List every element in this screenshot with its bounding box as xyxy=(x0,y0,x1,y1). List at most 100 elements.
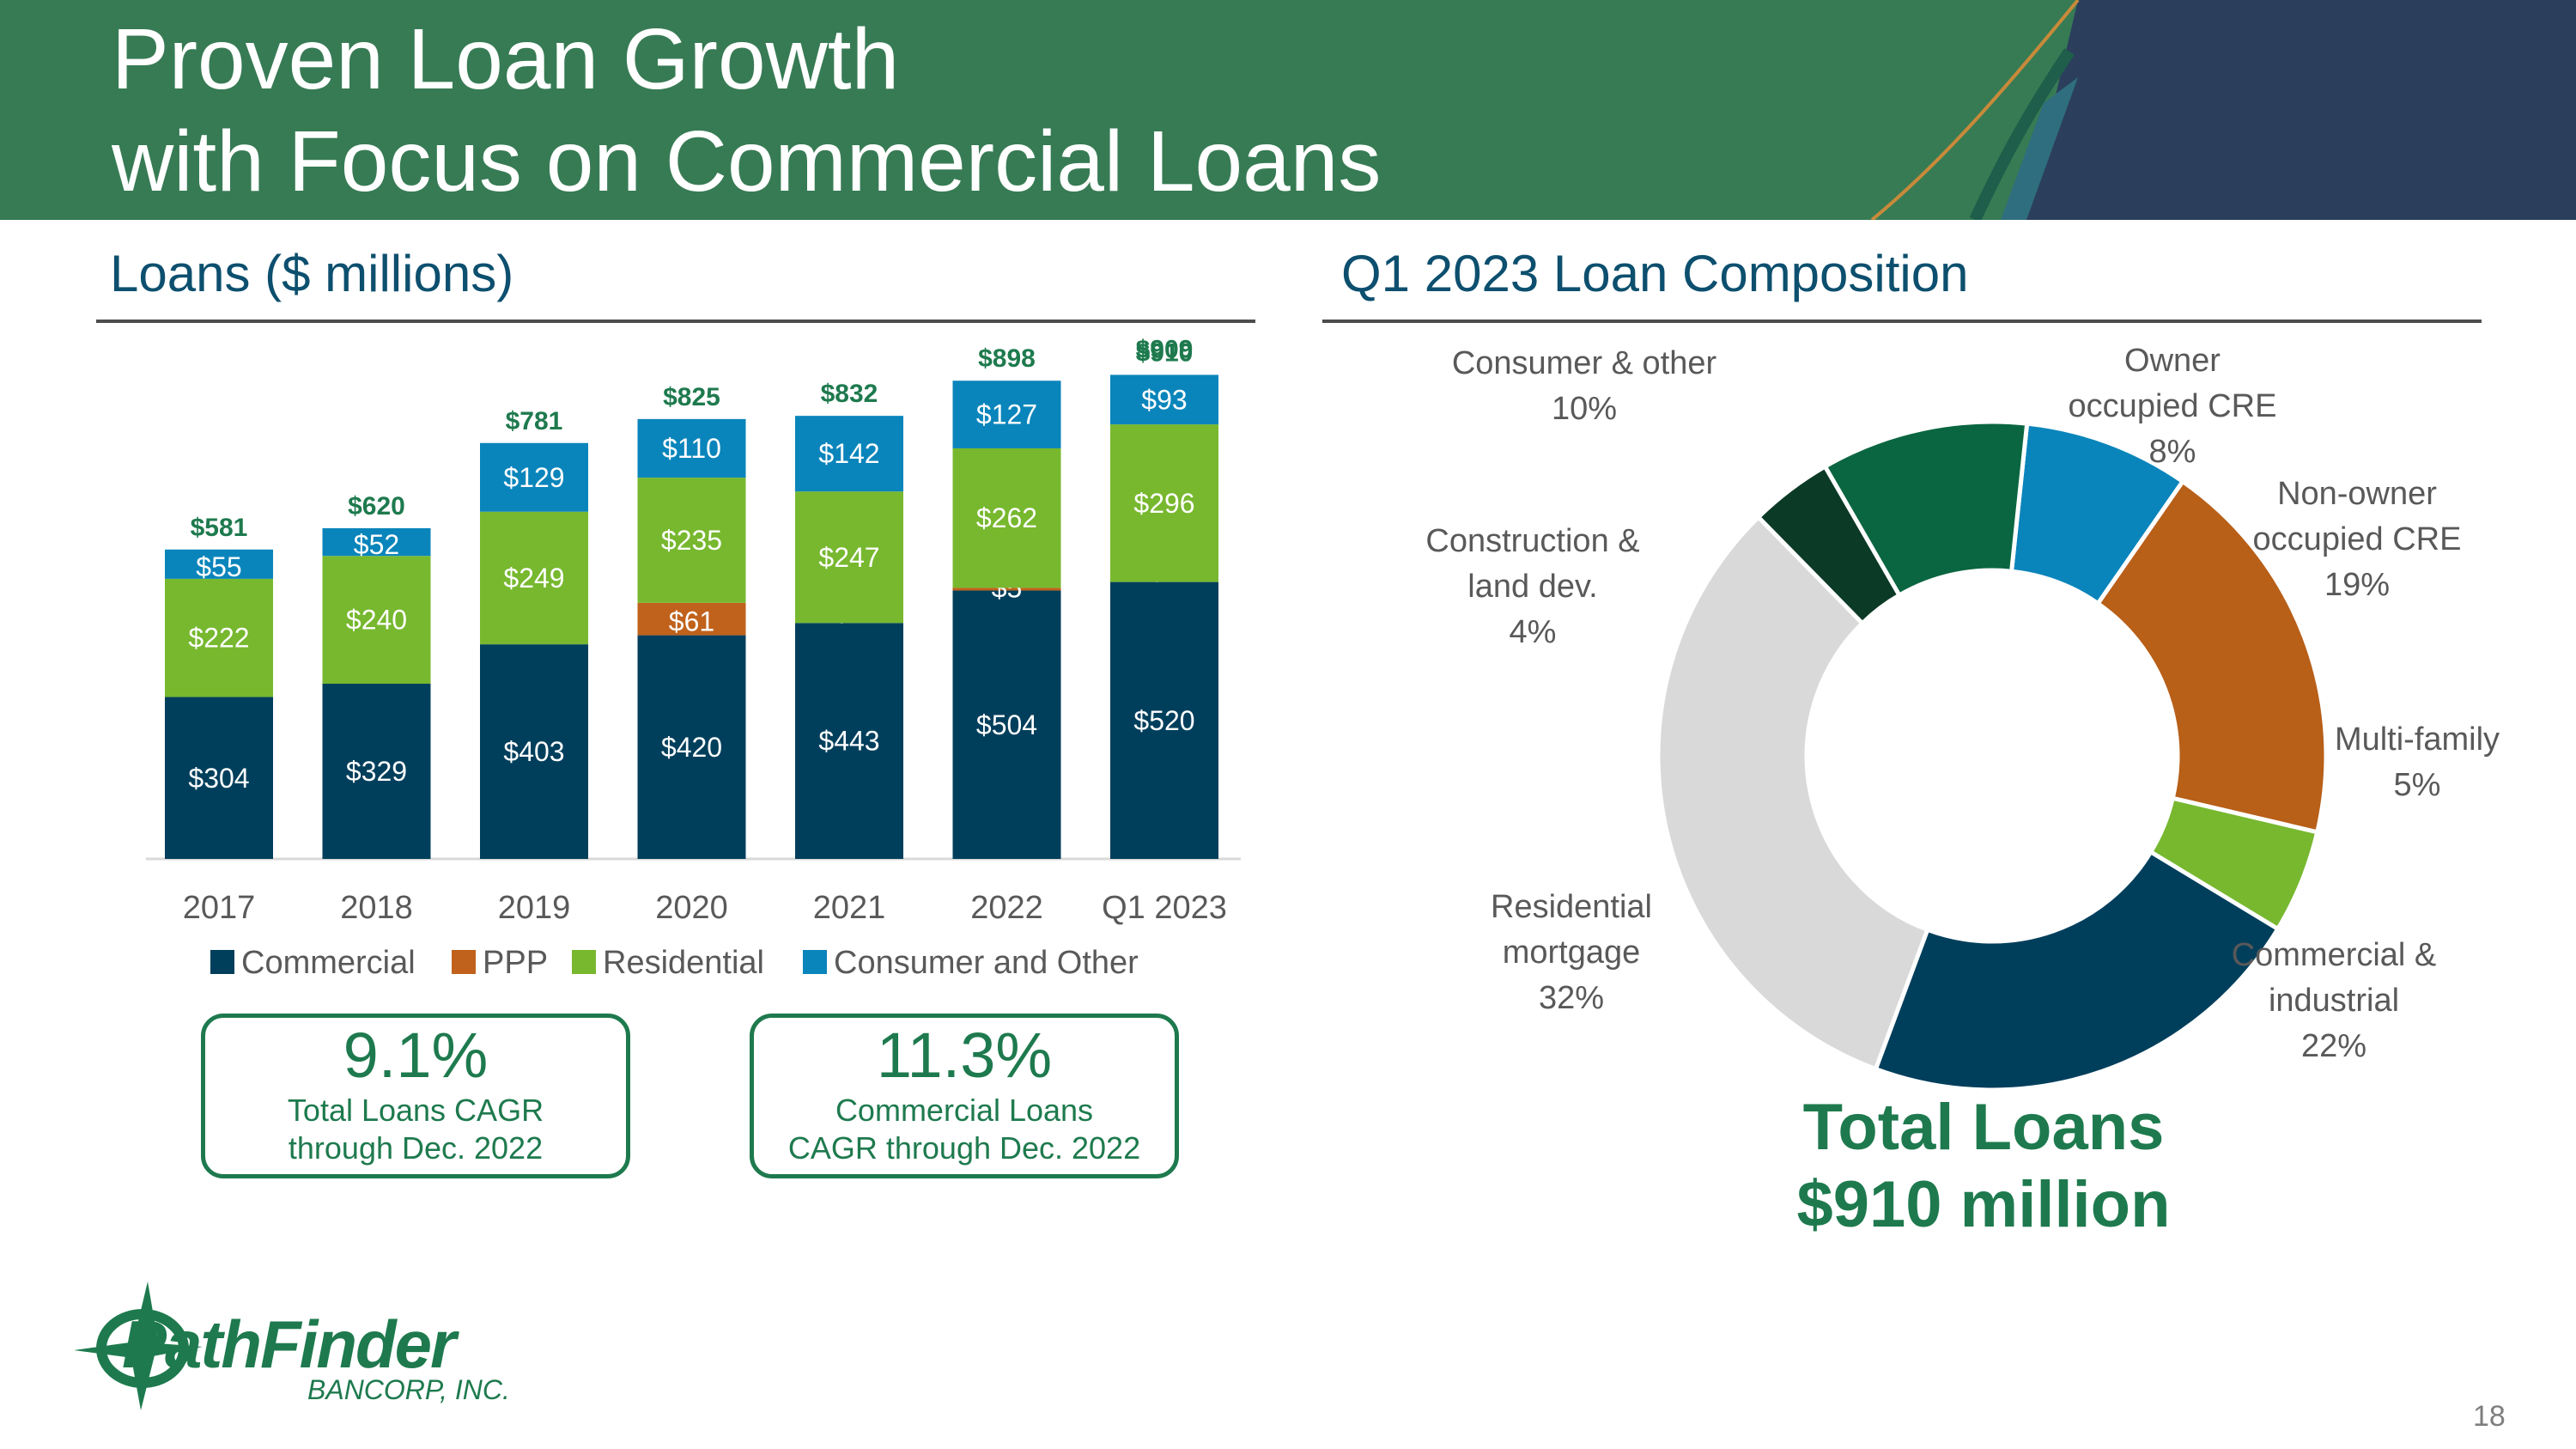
data-label: $420 xyxy=(661,732,722,763)
page-number: 18 xyxy=(2473,1400,2506,1433)
data-label: $504 xyxy=(976,709,1037,740)
bar-segment-residential xyxy=(322,556,431,685)
legend-label: Consumer and Other xyxy=(834,945,1139,981)
data-label: $93 xyxy=(1141,384,1187,415)
data-label: $222 xyxy=(188,623,249,654)
title-line-1: Proven Loan Growth xyxy=(112,11,900,107)
logo-subtitle: BANCORP, INC. xyxy=(307,1374,510,1405)
x-tick-label: 2020 xyxy=(655,890,728,926)
bar-segment-consumer-and-other xyxy=(637,418,746,478)
data-label: $52 xyxy=(354,529,399,560)
total-loans-value: $910 million xyxy=(1796,1168,2171,1241)
donut-slice-label: 4% xyxy=(1510,614,1557,650)
donut-slice-label: land dev. xyxy=(1467,569,1597,605)
x-tick-label: 2019 xyxy=(498,890,571,926)
x-tick-label: 2021 xyxy=(813,890,886,926)
donut-slice-label: 32% xyxy=(1539,980,1604,1016)
total-label: $825 xyxy=(663,383,720,411)
donut-slice-label: Multi-family xyxy=(2335,721,2500,758)
legend-swatch xyxy=(452,950,476,974)
header-decoration xyxy=(1870,0,2576,220)
x-tick-label: 2022 xyxy=(970,890,1043,926)
data-label: $55 xyxy=(196,551,241,582)
data-label: $249 xyxy=(503,563,564,594)
data-label: $240 xyxy=(346,605,407,636)
donut-slice-label: Non-owner xyxy=(2277,476,2437,512)
x-tick-label: Q1 2023 xyxy=(1102,890,1227,926)
kpi-line-2: through Dec. 2022 xyxy=(288,1130,544,1166)
donut-slice-label: Owner xyxy=(2124,343,2221,379)
kpi-line-1: Commercial Loans xyxy=(835,1093,1094,1128)
total-label-overlap: $909 xyxy=(1136,335,1194,363)
x-tick-label: 2017 xyxy=(183,890,256,926)
data-label: $110 xyxy=(662,433,721,464)
legend-swatch xyxy=(572,950,596,974)
data-label: $296 xyxy=(1133,488,1194,519)
donut-slice-label: Consumer & other xyxy=(1452,345,1717,381)
logo-name: PathFinder xyxy=(122,1306,456,1382)
bar-segment-residential xyxy=(1110,424,1218,582)
donut-slice-label: Residential xyxy=(1491,889,1652,925)
bar-segment-consumer-and-other xyxy=(795,416,903,492)
donut-slice-label: 8% xyxy=(2149,434,2196,470)
bar-chart-title: Loans ($ millions) xyxy=(110,245,514,302)
data-label: $304 xyxy=(188,763,249,794)
data-label: $262 xyxy=(976,502,1037,533)
legend-label: PPP xyxy=(483,945,548,981)
bar-segment-residential xyxy=(952,447,1061,588)
page-title: Proven Loan Growth with Focus on Commerc… xyxy=(112,9,1381,213)
bar-segment-ppp xyxy=(952,588,1061,591)
total-label: $620 xyxy=(348,492,405,521)
bar-segment-residential xyxy=(165,578,273,697)
kpi-commercial-loans-cagr: 11.3% Commercial Loans CAGR through Dec.… xyxy=(750,1014,1179,1178)
bar-segment-commercial xyxy=(952,590,1061,859)
donut-slice-residential-mortgage xyxy=(1656,514,1930,1072)
kpi-value: 11.3% xyxy=(876,1020,1053,1091)
donut-slice-label: industrial xyxy=(2269,983,2399,1019)
data-label: $142 xyxy=(818,438,879,469)
donut-slice-label: Construction & xyxy=(1425,523,1639,559)
data-label: $520 xyxy=(1133,705,1194,736)
donut-slice-label: 22% xyxy=(2301,1028,2366,1064)
legend-label: Residential xyxy=(603,945,764,981)
donut-slice-label: occupied CRE xyxy=(2069,388,2277,424)
total-label: $781 xyxy=(506,407,563,435)
bar-segment-consumer-and-other xyxy=(165,549,273,579)
bar-segment-residential xyxy=(480,511,588,645)
data-label: $129 xyxy=(503,462,564,493)
bar-segment-residential xyxy=(795,491,903,624)
legend-swatch xyxy=(210,950,234,974)
donut-slice-label: occupied CRE xyxy=(2253,521,2462,557)
total-loans-callout: Total Loans $910 million xyxy=(1769,1089,2198,1244)
kpi-value: 9.1% xyxy=(343,1020,489,1091)
bar-segment-commercial xyxy=(1110,581,1218,859)
bar-segment-consumer-and-other xyxy=(1110,374,1218,425)
donut-slice-label: 10% xyxy=(1552,391,1617,427)
bar-segment-ppp xyxy=(637,602,746,636)
data-label: $61 xyxy=(669,606,714,637)
legend-swatch xyxy=(803,950,827,974)
bar-segment-commercial xyxy=(165,697,273,859)
bar-segment-consumer-and-other xyxy=(322,527,431,557)
bar-segment-commercial xyxy=(795,623,903,859)
title-line-2: with Focus on Commercial Loans xyxy=(112,113,1382,210)
data-label: $403 xyxy=(503,736,564,767)
data-label: $235 xyxy=(661,525,722,556)
donut-slice-label: 5% xyxy=(2394,767,2441,803)
total-label: $898 xyxy=(978,344,1036,373)
header-banner: Proven Loan Growth with Focus on Commerc… xyxy=(0,0,2576,220)
bar-segment-commercial xyxy=(322,684,431,859)
kpi-line-2: CAGR through Dec. 2022 xyxy=(787,1130,1141,1166)
compass-logo-icon xyxy=(74,1282,203,1410)
donut-slice-consumer-other xyxy=(1822,419,2030,599)
bar-chart-rule xyxy=(96,320,1255,323)
bar-segment-commercial xyxy=(637,635,746,859)
total-loans-label: Total Loans xyxy=(1802,1091,2165,1164)
kpi-total-loans-cagr: 9.1% Total Loans CAGR through Dec. 2022 xyxy=(201,1014,630,1178)
total-label: $910 xyxy=(1136,338,1194,367)
bar-segment-commercial xyxy=(480,644,588,859)
bar-segment-residential xyxy=(637,478,746,603)
bar-segment-consumer-and-other xyxy=(952,381,1061,448)
bar-segment-consumer-and-other xyxy=(480,442,588,512)
